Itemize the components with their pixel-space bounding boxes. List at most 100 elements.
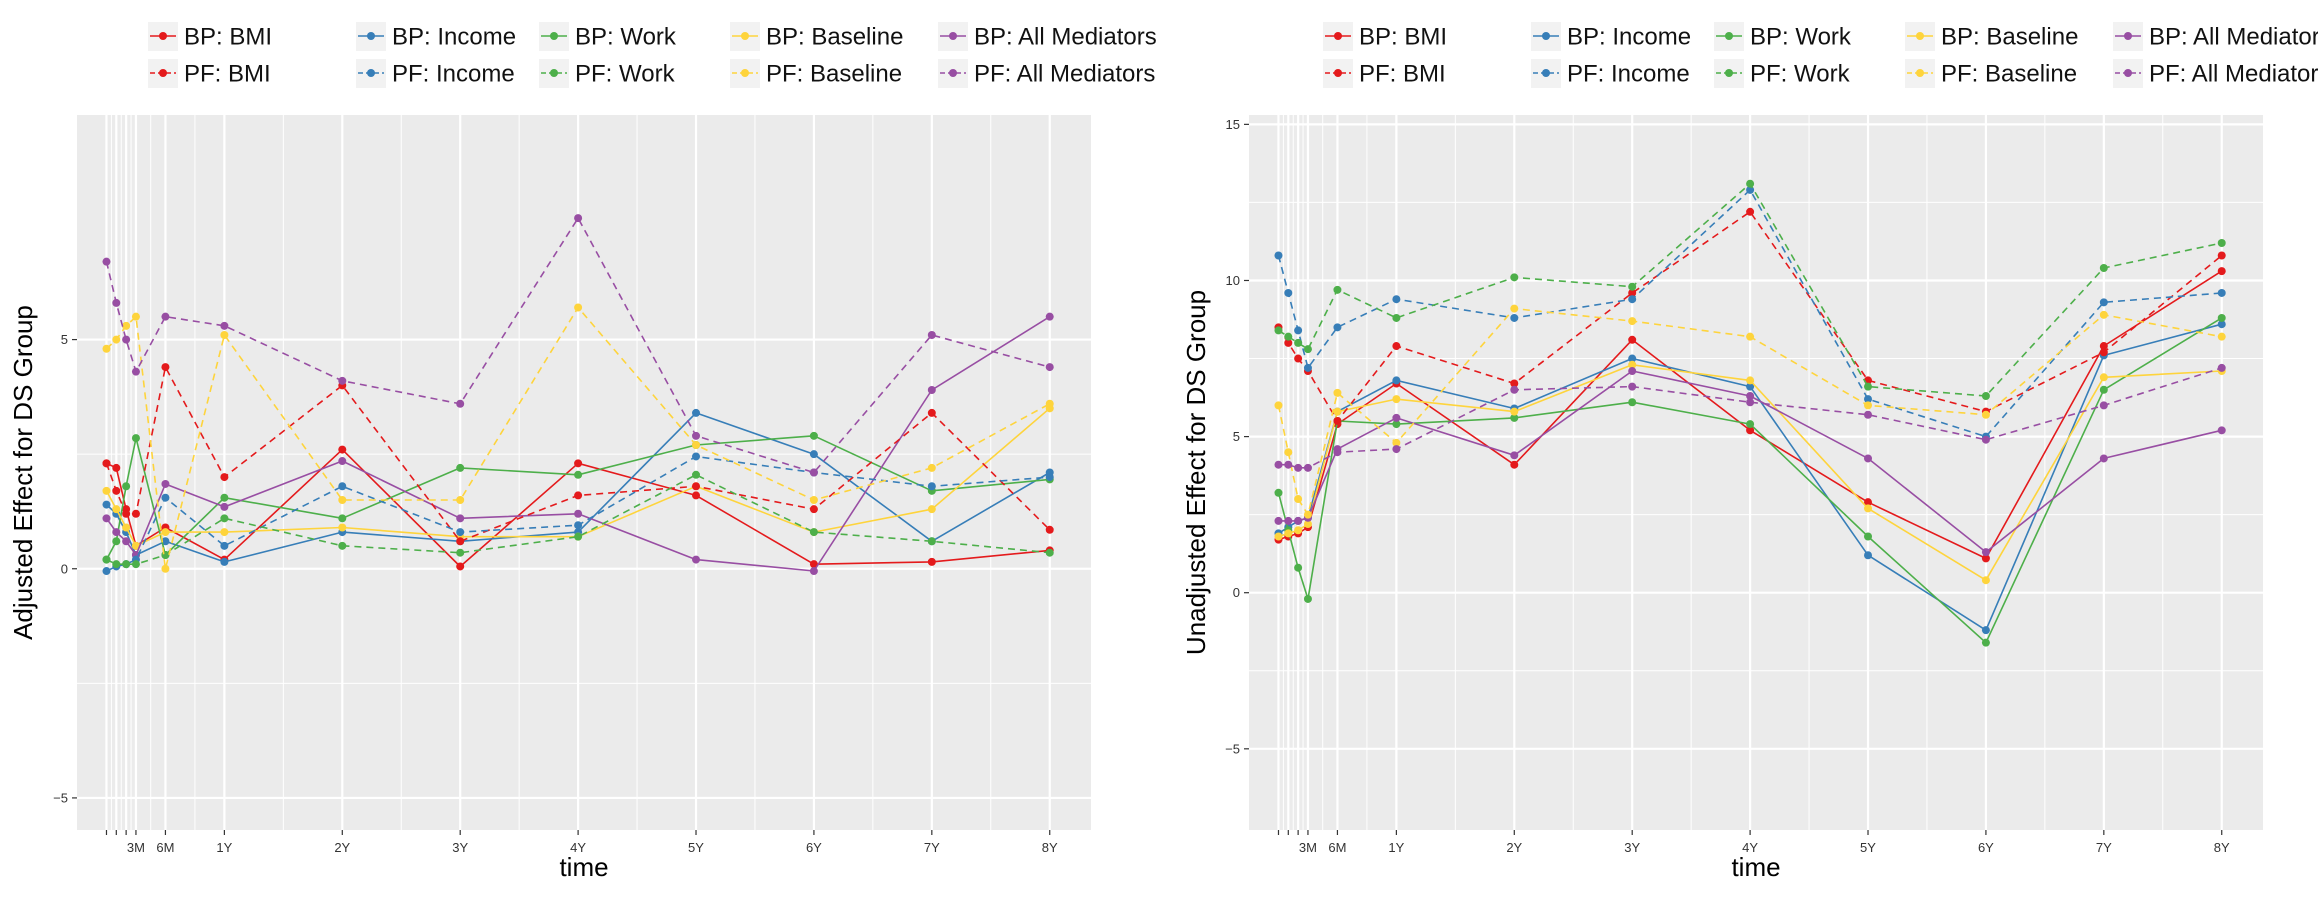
data-point <box>1392 342 1401 351</box>
x-tick-label: 8Y <box>2214 840 2230 855</box>
legend-label: BP: Income <box>392 24 516 51</box>
data-point <box>131 560 140 569</box>
data-point <box>1746 420 1755 429</box>
data-point <box>1746 207 1755 216</box>
data-point <box>112 486 121 495</box>
data-point <box>161 528 170 537</box>
legend-label: PF: Income <box>392 61 515 88</box>
data-point <box>1981 626 1990 635</box>
legend-item-bp-income: BP: Income <box>1531 22 1691 51</box>
data-point <box>574 214 583 223</box>
data-point <box>131 367 140 376</box>
data-point <box>1746 392 1755 401</box>
data-point <box>456 399 465 408</box>
x-tick-label: 1Y <box>1388 840 1404 855</box>
x-tick-label: 3Y <box>452 840 468 855</box>
x-tick-label: 4Y <box>570 840 586 855</box>
data-point <box>456 548 465 557</box>
data-point <box>2099 310 2108 319</box>
data-point <box>1510 460 1519 469</box>
data-point <box>456 562 465 571</box>
legend-label: PF: BMI <box>184 61 271 88</box>
x-tick-label: 2Y <box>334 840 350 855</box>
data-point <box>131 541 140 550</box>
data-point <box>2217 267 2226 276</box>
chart-1: −5 0 5 3M 6M 1Y 2Y 3Y 4Y 5Y 6Y 7Y 8Y time Adjusted Eff… <box>8 22 1157 882</box>
data-point <box>1303 463 1312 472</box>
x-axis-title: time <box>559 852 608 882</box>
data-point <box>1981 392 1990 401</box>
data-point <box>1746 398 1755 407</box>
data-point <box>102 567 111 576</box>
data-point <box>122 321 131 330</box>
data-point <box>1303 363 1312 372</box>
data-point <box>1864 551 1873 560</box>
data-point <box>692 431 701 440</box>
data-point <box>1392 295 1401 304</box>
data-point <box>1303 510 1312 519</box>
data-point <box>2217 320 2226 329</box>
data-point <box>2217 313 2226 322</box>
data-point <box>220 331 229 339</box>
data-point <box>112 335 121 344</box>
data-point <box>220 528 229 537</box>
data-point <box>122 523 131 532</box>
data-point <box>927 557 936 566</box>
series-pf-income <box>1274 185 2226 441</box>
legend-label: BP: Baseline <box>1941 24 2078 51</box>
y-tick-label: 0 <box>61 561 68 576</box>
data-point <box>1628 382 1637 391</box>
legend: BP: BMI BP: Income BP: Work BP: Baseline BP:… <box>1323 22 2318 88</box>
data-point <box>1981 638 1990 647</box>
legend-key-point <box>1725 32 1733 40</box>
data-point <box>927 386 936 394</box>
data-point <box>1045 363 1054 372</box>
data-point <box>122 509 131 518</box>
data-point <box>220 493 229 502</box>
series-pf-work <box>1274 179 2226 401</box>
data-point <box>2217 239 2226 248</box>
data-point <box>131 509 140 518</box>
data-point <box>122 482 131 491</box>
x-tick-label: 7Y <box>2096 840 2112 855</box>
data-point <box>1864 410 1873 419</box>
legend-item-bp-bmi: BP: BMI <box>148 22 272 51</box>
x-tick-label: 5Y <box>1860 840 1876 855</box>
x-tick-label: 6Y <box>1978 840 1994 855</box>
data-point <box>1333 323 1342 332</box>
data-point <box>927 408 936 417</box>
data-point <box>220 502 229 511</box>
data-point <box>1392 438 1401 447</box>
data-point <box>1392 395 1401 404</box>
data-point <box>1333 285 1342 294</box>
legend-label: BP: Baseline <box>766 24 903 51</box>
legend-item-pf-work: PF: Work <box>1714 59 1851 88</box>
data-point <box>927 505 936 514</box>
legend-label: PF: Baseline <box>1941 61 2077 88</box>
data-point <box>1274 488 1283 497</box>
legend-label: BP: BMI <box>1359 24 1447 51</box>
data-point <box>1510 407 1519 416</box>
data-point <box>692 491 701 500</box>
data-point <box>1746 382 1755 391</box>
y-tick-label: −5 <box>1225 741 1240 756</box>
data-point <box>574 470 583 479</box>
data-point <box>1746 376 1755 385</box>
y-tick-label: 0 <box>1233 585 1240 600</box>
data-point <box>1628 354 1637 363</box>
data-point <box>1392 376 1401 385</box>
legend-item-bp-bmi: BP: BMI <box>1323 22 1447 51</box>
data-point <box>1303 520 1312 529</box>
data-point <box>131 434 140 443</box>
data-point <box>1864 382 1873 391</box>
data-point <box>1392 445 1401 454</box>
legend-key-point <box>159 69 167 77</box>
x-tick-label: 6M <box>156 840 174 855</box>
data-point <box>338 482 347 491</box>
legend-item-bp-work: BP: Work <box>1714 22 1852 51</box>
data-point <box>456 537 465 546</box>
x-tick-label: 8Y <box>1042 840 1058 855</box>
data-point <box>456 528 465 537</box>
data-point <box>1392 313 1401 322</box>
